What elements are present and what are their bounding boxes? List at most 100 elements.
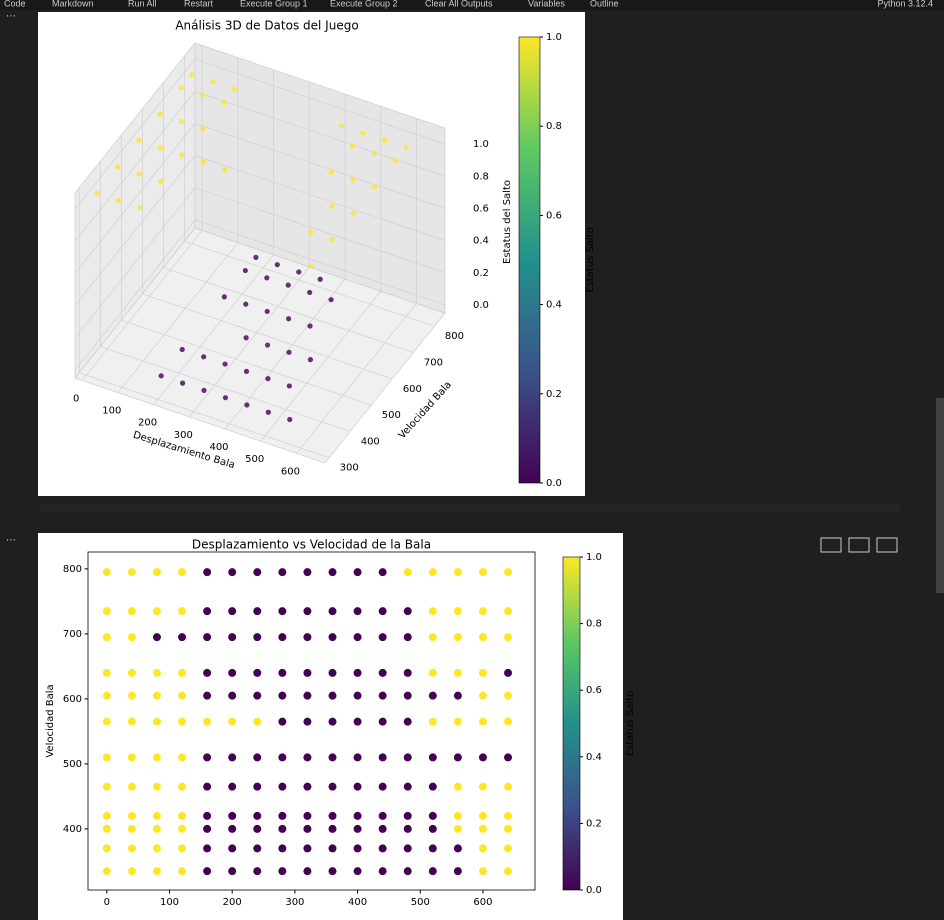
v-scrollbar[interactable] [936, 398, 944, 593]
point [428, 824, 437, 833]
point [278, 867, 287, 876]
point [201, 354, 207, 360]
colorbar-tick-label: 1.0 [586, 552, 602, 563]
point [222, 395, 229, 401]
point [353, 633, 362, 642]
point [137, 205, 143, 211]
plot-button[interactable] [848, 537, 870, 553]
point [265, 376, 271, 382]
point [349, 143, 356, 149]
point [115, 197, 121, 203]
toolbar-button[interactable]: Clear All Outputs [425, 0, 493, 8]
grid-line [117, 242, 239, 393]
point [152, 691, 161, 700]
y-tick-label: 500 [382, 410, 401, 421]
point [403, 844, 412, 853]
point [504, 844, 513, 853]
point [478, 824, 487, 833]
point [222, 361, 228, 367]
point [303, 691, 312, 700]
point [200, 126, 206, 132]
point [453, 607, 462, 616]
point [478, 867, 487, 876]
point [478, 811, 487, 820]
point [152, 811, 161, 820]
point [453, 844, 462, 853]
point [353, 867, 362, 876]
toolbar-button[interactable]: Outline [590, 0, 619, 8]
point [303, 607, 312, 616]
point [278, 782, 287, 791]
copy-button[interactable] [820, 537, 842, 553]
colorbar-label: Estatus Salto [625, 691, 636, 757]
save-button[interactable] [876, 537, 898, 553]
point [371, 184, 377, 190]
point [453, 668, 462, 677]
point [403, 633, 412, 642]
point [286, 349, 292, 355]
point [285, 282, 291, 288]
point [478, 633, 487, 642]
point [102, 867, 111, 876]
grid-line [74, 123, 196, 274]
colorbar-tick-label: 0.2 [546, 389, 562, 400]
point [303, 844, 312, 853]
cell-ellipsis[interactable]: ⋯ [6, 11, 16, 22]
point [378, 607, 387, 616]
x-tick-label: 500 [411, 897, 430, 908]
point [242, 267, 248, 274]
point [203, 844, 212, 853]
point [158, 373, 164, 379]
point [403, 691, 412, 700]
point [303, 753, 312, 762]
toolbar-button[interactable]: Restart [184, 0, 214, 8]
h-scrollbar[interactable] [40, 504, 900, 512]
point [453, 568, 462, 577]
point [203, 824, 212, 833]
point [360, 130, 366, 136]
toolbar-button[interactable]: Run All [128, 0, 157, 8]
point [203, 568, 212, 577]
colorbar-tick-label: 1.0 [546, 32, 562, 43]
point [378, 633, 387, 642]
z-tick-label: 0.0 [473, 300, 489, 311]
toolbar-button[interactable]: Execute Group 2 [330, 0, 398, 8]
point [253, 691, 262, 700]
point [203, 633, 212, 642]
point [127, 824, 136, 833]
point [328, 297, 334, 303]
y-tick-label: 400 [63, 824, 82, 835]
point [428, 607, 437, 616]
toolbar-button[interactable]: Markdown [52, 0, 94, 8]
point [200, 159, 206, 165]
point [265, 409, 271, 415]
point [228, 633, 237, 642]
point [328, 668, 337, 677]
point [115, 164, 121, 170]
point [371, 150, 377, 157]
point [504, 811, 513, 820]
point [243, 301, 249, 307]
point [127, 668, 136, 677]
toolbar-button[interactable]: Execute Group 1 [240, 0, 308, 8]
point [504, 867, 513, 876]
grid-line [194, 155, 446, 241]
point [228, 717, 237, 726]
point [278, 717, 287, 726]
grid-line [189, 266, 310, 418]
point [504, 691, 513, 700]
toolbar-button[interactable]: Code [4, 0, 26, 8]
point [102, 633, 111, 642]
point [127, 811, 136, 820]
point [179, 380, 186, 386]
point [504, 633, 513, 642]
point [127, 717, 136, 726]
point [308, 263, 314, 269]
kernel-picker[interactable]: Python 3.12.4 [877, 0, 933, 8]
point [199, 92, 206, 98]
cell-ellipsis[interactable]: ⋯ [6, 535, 16, 546]
point [127, 867, 136, 876]
grid-line [74, 91, 196, 242]
point [303, 633, 312, 642]
toolbar-button[interactable]: Variables [528, 0, 565, 8]
